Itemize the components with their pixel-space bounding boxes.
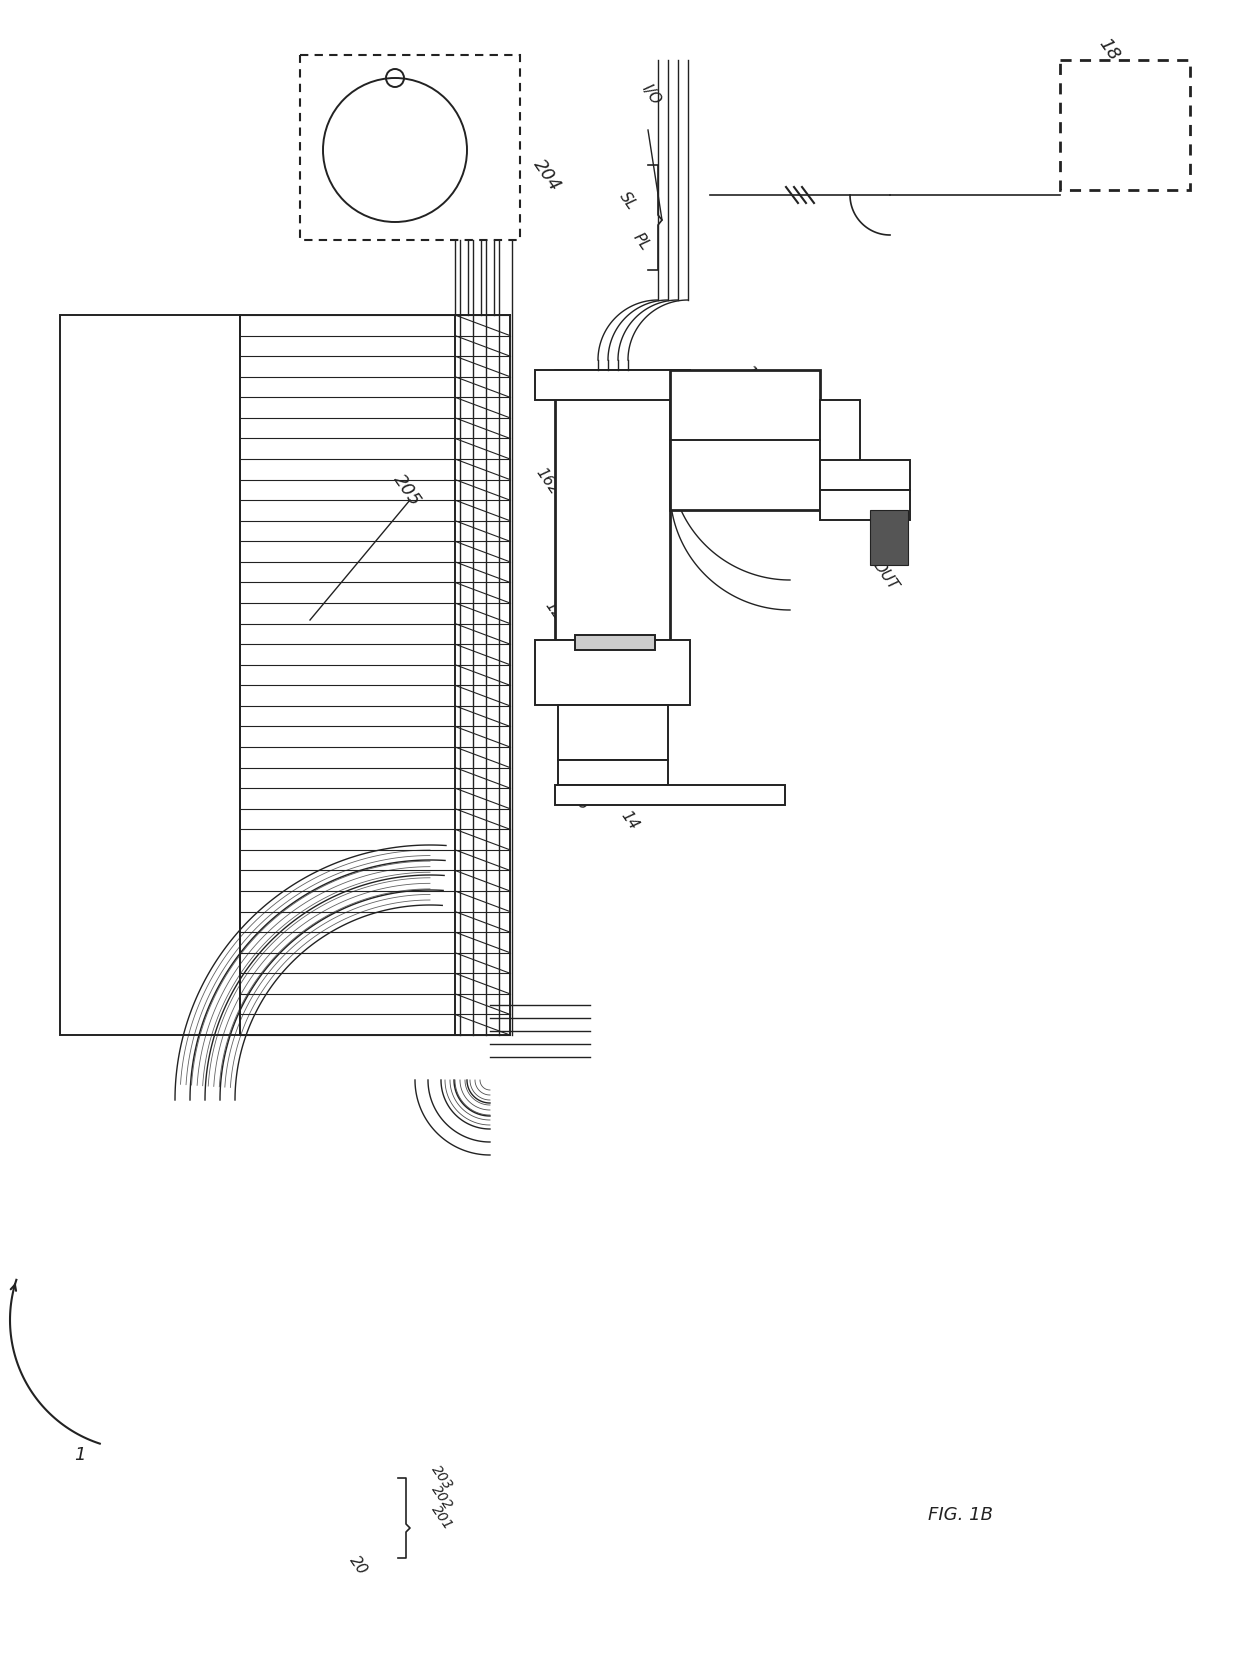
Bar [534, 370, 689, 400]
Bar [300, 55, 520, 241]
Text: 20: 20 [346, 1553, 370, 1578]
Text: 202: 202 [428, 1483, 455, 1513]
Text: 102: 102 [773, 428, 800, 458]
Text: 162: 162 [533, 465, 562, 498]
Text: 16: 16 [568, 789, 591, 813]
Text: DUT: DUT [870, 558, 900, 594]
Bar [820, 490, 910, 520]
Text: I/O: I/O [639, 82, 663, 109]
Text: PL: PL [630, 229, 652, 252]
Text: 201: 201 [428, 1503, 455, 1533]
Bar [820, 400, 861, 490]
Text: 203: 203 [428, 1463, 455, 1493]
Text: SL: SL [616, 189, 639, 212]
Text: 18: 18 [1095, 35, 1123, 64]
Text: 10: 10 [740, 363, 764, 388]
Bar [820, 460, 910, 490]
Text: 205: 205 [391, 472, 424, 510]
Text: FIG. 1B: FIG. 1B [928, 1506, 992, 1523]
Text: 12: 12 [542, 599, 565, 624]
Bar [556, 370, 670, 640]
Bar [670, 370, 820, 510]
Bar [556, 784, 785, 804]
Text: 204: 204 [529, 155, 564, 194]
Text: 100: 100 [773, 398, 800, 428]
Bar [558, 706, 668, 761]
Bar [575, 635, 655, 650]
Text: 1: 1 [74, 1446, 86, 1465]
Bar [558, 761, 668, 784]
Bar [534, 640, 689, 706]
Bar [1060, 60, 1190, 191]
Bar [870, 510, 908, 565]
Bar [60, 314, 241, 1035]
Text: 14: 14 [618, 809, 641, 833]
